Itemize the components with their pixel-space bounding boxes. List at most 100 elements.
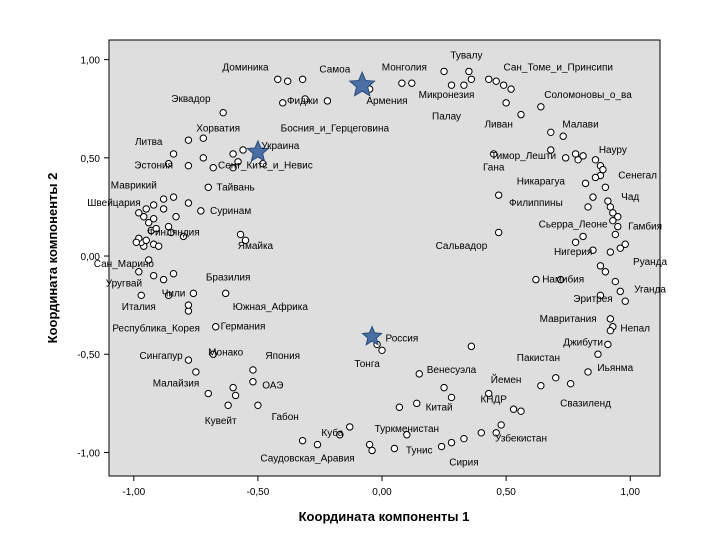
data-point [492, 77, 500, 85]
data-point [517, 407, 525, 415]
point-label: Туркменистан [375, 424, 439, 435]
point-label: Сальвадор [436, 241, 488, 252]
data-point [390, 444, 399, 453]
data-point [606, 315, 615, 323]
point-label: Никарагуа [517, 176, 566, 187]
data-point [249, 378, 257, 386]
data-point [145, 256, 153, 264]
point-label: Тувалу [450, 51, 482, 62]
data-point [581, 179, 590, 188]
data-point [219, 108, 227, 117]
data-point [140, 213, 148, 221]
point-label: Эритрея [573, 294, 612, 305]
point-label: Уругвай [106, 279, 142, 290]
point-label: Руанда [633, 257, 667, 268]
point-label: Ямайка [238, 241, 274, 252]
data-point [249, 366, 257, 374]
point-label: Италия [122, 302, 156, 313]
data-point [298, 436, 307, 445]
data-point [621, 240, 629, 248]
data-point [209, 350, 217, 358]
axis-ticks: -1,00 -0,50 0,00 0,50 1,00 -1,00 -0,50 0,00 0,50… [77, 56, 640, 498]
data-point [398, 79, 406, 87]
data-point [440, 67, 448, 76]
point-label: Уганда [634, 284, 666, 295]
data-point [189, 289, 198, 298]
point-label: Суринам [210, 206, 251, 217]
point-label: Южная_Африка [233, 301, 309, 313]
data-point [494, 228, 503, 237]
data-point [254, 401, 262, 409]
data-point [149, 201, 158, 209]
highlight-stars [246, 70, 383, 346]
point-label: Филиппины [509, 198, 563, 209]
data-point [179, 232, 188, 241]
data-point [164, 160, 173, 168]
data-point [137, 291, 145, 300]
point-label: Маврикий [111, 180, 157, 191]
data-point [204, 389, 212, 398]
data-point [154, 242, 163, 250]
data-point [447, 393, 456, 402]
point-label: Малайзия [153, 379, 200, 390]
data-point [142, 236, 150, 245]
point-label: Украина [261, 141, 300, 152]
point-label: Соломоновы_о_ва [544, 90, 632, 101]
data-point [403, 431, 411, 439]
data-point [199, 154, 208, 162]
data-point [169, 193, 178, 201]
data-point [499, 81, 508, 89]
data-point [301, 95, 309, 103]
data-point [502, 99, 510, 107]
data-point [212, 323, 220, 331]
data-point [336, 431, 344, 439]
data-point [547, 128, 555, 137]
data-point [611, 230, 620, 239]
point-label: Кувейт [205, 416, 237, 427]
data-point [132, 238, 141, 246]
data-point [559, 132, 567, 140]
x-tick-label: 1,00 [620, 487, 640, 498]
data-point [616, 244, 624, 252]
data-point [532, 275, 540, 284]
x-tick-label: 0,50 [496, 487, 516, 498]
point-label: Сенегал [618, 171, 657, 182]
point-label: Тайвань [216, 182, 254, 193]
data-point [517, 110, 525, 119]
point-label: Иьянма [597, 363, 633, 374]
y-tick-label: -1,00 [77, 448, 100, 459]
point-label: ОАЭ [262, 381, 283, 392]
y-tick-label: 0,50 [81, 154, 101, 165]
point-label: Мавритания [540, 314, 597, 325]
y-tick-label: -0,50 [77, 350, 100, 361]
point-label: Бразилия [206, 273, 251, 284]
data-point [571, 238, 580, 246]
data-point [467, 342, 476, 351]
data-point [259, 160, 267, 168]
data-point [149, 271, 158, 280]
highlight-star [361, 325, 383, 346]
point-label: Ливан [484, 119, 512, 130]
data-points [132, 67, 629, 455]
data-point [184, 301, 193, 309]
data-point [509, 405, 518, 413]
data-point [313, 440, 322, 449]
data-point [490, 150, 498, 158]
data-point [584, 368, 592, 376]
data-point [477, 429, 485, 437]
data-point [135, 209, 143, 217]
data-point [606, 326, 615, 335]
data-point [209, 163, 217, 172]
y-tick-label: 0,00 [81, 252, 101, 263]
point-label: Босния_и_Герцеговина [281, 123, 390, 134]
data-point [413, 399, 421, 408]
data-point [164, 291, 173, 300]
data-point [169, 150, 178, 158]
point-label: Пакистан [517, 353, 560, 364]
point-label: Сан_Марино [94, 259, 155, 270]
data-point [395, 403, 404, 411]
point-label: Йемен [491, 373, 522, 386]
point-label: Монголия [382, 62, 427, 73]
data-point [616, 287, 624, 296]
data-point [145, 218, 153, 227]
